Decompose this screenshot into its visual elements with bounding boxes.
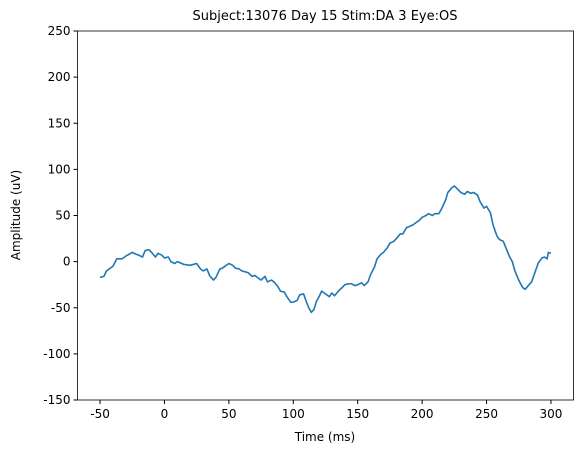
y-tick-label: 250 bbox=[48, 24, 71, 38]
y-tick-label: 0 bbox=[63, 255, 71, 269]
x-axis-label: Time (ms) bbox=[294, 430, 356, 444]
y-tick-label: 150 bbox=[48, 116, 71, 130]
x-tick-label: -50 bbox=[90, 407, 110, 421]
y-tick-label: 200 bbox=[48, 70, 71, 84]
y-tick-label: -50 bbox=[51, 301, 71, 315]
x-tick-label: 200 bbox=[411, 407, 434, 421]
x-tick-label: 50 bbox=[221, 407, 236, 421]
y-tick-label: 50 bbox=[55, 209, 70, 223]
y-tick-label: -100 bbox=[43, 347, 70, 361]
chart-title: Subject:13076 Day 15 Stim:DA 3 Eye:OS bbox=[193, 9, 458, 24]
axes-frame bbox=[77, 30, 574, 401]
x-tick-label: 300 bbox=[540, 407, 563, 421]
x-tick-label: 250 bbox=[475, 407, 498, 421]
x-tick-label: 100 bbox=[282, 407, 305, 421]
y-tick-label: 100 bbox=[48, 162, 71, 176]
y-axis-label: Amplitude (uV) bbox=[9, 170, 23, 261]
y-tick-label: -150 bbox=[43, 393, 70, 407]
data-line bbox=[99, 185, 552, 314]
x-tick-label: 0 bbox=[161, 407, 169, 421]
x-tick-label: 150 bbox=[346, 407, 369, 421]
